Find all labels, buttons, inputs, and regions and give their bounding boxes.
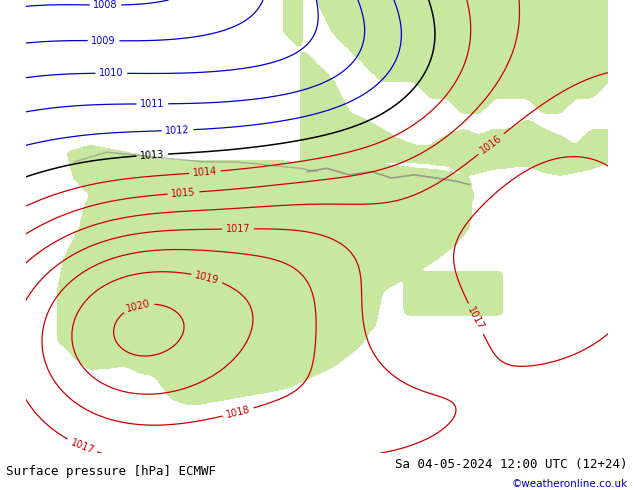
Text: 1019: 1019	[194, 270, 220, 286]
Text: 1010: 1010	[99, 68, 124, 78]
Text: Sa 04-05-2024 12:00 UTC (12+24): Sa 04-05-2024 12:00 UTC (12+24)	[395, 458, 628, 471]
Text: 1009: 1009	[91, 36, 116, 46]
Text: 1017: 1017	[69, 437, 96, 456]
Text: 1016: 1016	[478, 133, 504, 155]
Text: 1013: 1013	[139, 149, 165, 161]
Text: ©weatheronline.co.uk: ©weatheronline.co.uk	[512, 480, 628, 490]
Text: 1018: 1018	[225, 404, 251, 420]
Text: 1014: 1014	[192, 166, 217, 178]
Text: Surface pressure [hPa] ECMWF: Surface pressure [hPa] ECMWF	[6, 465, 216, 478]
Text: 1011: 1011	[140, 99, 165, 109]
Text: 1020: 1020	[126, 298, 152, 314]
Text: 1017: 1017	[226, 224, 250, 234]
Text: 1008: 1008	[93, 0, 118, 10]
Text: 1017: 1017	[465, 305, 486, 332]
Text: 1015: 1015	[171, 187, 196, 199]
Text: 1012: 1012	[165, 125, 190, 136]
